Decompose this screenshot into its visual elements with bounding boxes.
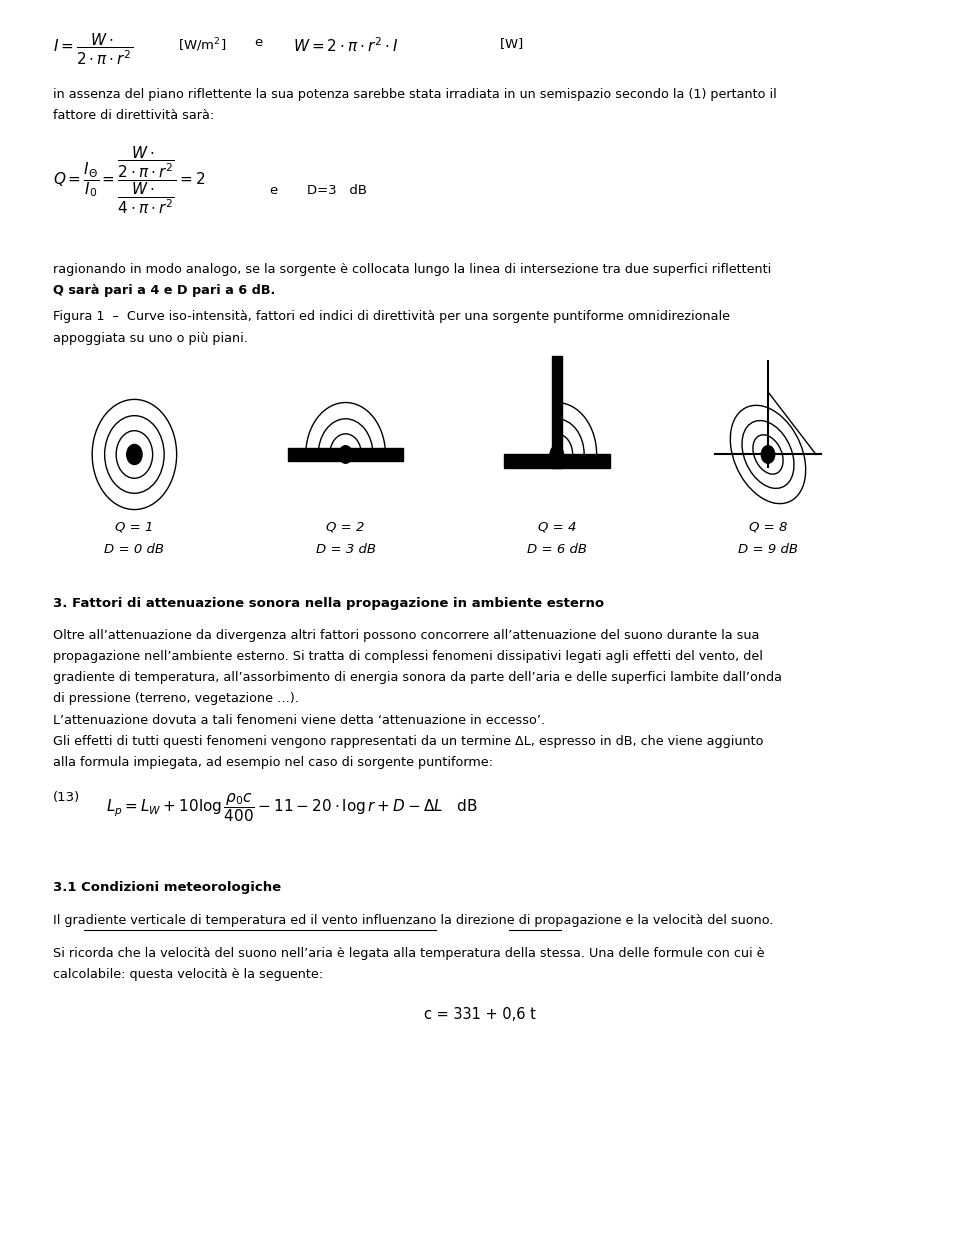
Text: (13): (13) xyxy=(53,791,80,804)
Text: Q sarà pari a 4 e D pari a 6 dB.: Q sarà pari a 4 e D pari a 6 dB. xyxy=(53,284,276,297)
Circle shape xyxy=(339,446,352,463)
Text: fattore di direttività sarà:: fattore di direttività sarà: xyxy=(53,109,214,121)
Text: gradiente di temperatura, all’assorbimento di energia sonora da parte dell’aria : gradiente di temperatura, all’assorbimen… xyxy=(53,671,781,684)
Text: D = 6 dB: D = 6 dB xyxy=(527,543,587,556)
Bar xyxy=(551,356,563,468)
Text: $I = \dfrac{W \cdot}{2 \cdot \pi \cdot r^2}$: $I = \dfrac{W \cdot}{2 \cdot \pi \cdot r… xyxy=(53,31,132,66)
Text: Si ricorda che la velocità del suono nell’aria è legata alla temperatura della s: Si ricorda che la velocità del suono nel… xyxy=(53,947,764,959)
Bar xyxy=(504,454,610,468)
Text: Figura 1  –  Curve iso-intensità, fattori ed indici di direttività per una sorge: Figura 1 – Curve iso-intensità, fattori … xyxy=(53,310,730,323)
Text: $W = 2 \cdot \pi \cdot r^2 \cdot I$: $W = 2 \cdot \pi \cdot r^2 \cdot I$ xyxy=(293,36,398,55)
Text: di pressione (terreno, vegetazione …).: di pressione (terreno, vegetazione …). xyxy=(53,692,299,705)
Text: $\mathregular{[W]}$: $\mathregular{[W]}$ xyxy=(499,36,523,51)
Text: Q = 4: Q = 4 xyxy=(538,521,576,533)
Text: 3. Fattori di attenuazione sonora nella propagazione in ambiente esterno: 3. Fattori di attenuazione sonora nella … xyxy=(53,597,604,610)
Text: calcolabile: questa velocità è la seguente:: calcolabile: questa velocità è la seguen… xyxy=(53,968,323,980)
Text: D=3   dB: D=3 dB xyxy=(307,184,367,197)
Text: propagazione nell’ambiente esterno. Si tratta di complessi fenomeni dissipativi : propagazione nell’ambiente esterno. Si t… xyxy=(53,650,762,662)
Text: appoggiata su uno o più piani.: appoggiata su uno o più piani. xyxy=(53,332,248,344)
Circle shape xyxy=(761,446,775,463)
Text: $Q = \dfrac{I_\Theta}{I_0} = \dfrac{\dfrac{W \cdot}{2 \cdot \pi \cdot r^2}}{\dfr: $Q = \dfrac{I_\Theta}{I_0} = \dfrac{\dfr… xyxy=(53,144,205,215)
Text: 3.1 Condizioni meteorologiche: 3.1 Condizioni meteorologiche xyxy=(53,881,281,894)
Text: e: e xyxy=(269,184,277,197)
Text: D = 3 dB: D = 3 dB xyxy=(316,543,375,556)
Text: Oltre all’attenuazione da divergenza altri fattori possono concorrere all’attenu: Oltre all’attenuazione da divergenza alt… xyxy=(53,629,759,641)
Text: alla formula impiegata, ad esempio nel caso di sorgente puntiforme:: alla formula impiegata, ad esempio nel c… xyxy=(53,756,492,769)
Text: ragionando in modo analogo, se la sorgente è collocata lungo la linea di interse: ragionando in modo analogo, se la sorgen… xyxy=(53,263,771,275)
Bar xyxy=(288,447,403,462)
Circle shape xyxy=(550,446,564,463)
Text: Il gradiente verticale di temperatura ed il vento influenzano la direzione di pr: Il gradiente verticale di temperatura ed… xyxy=(53,914,774,926)
Text: D = 9 dB: D = 9 dB xyxy=(738,543,798,556)
Text: D = 0 dB: D = 0 dB xyxy=(105,543,164,556)
Text: Q = 8: Q = 8 xyxy=(749,521,787,533)
Text: e: e xyxy=(254,36,263,49)
Text: Gli effetti di tutti questi fenomeni vengono rappresentati da un termine ΔL, esp: Gli effetti di tutti questi fenomeni ven… xyxy=(53,735,763,747)
Text: $\mathregular{[W/m^2]}$: $\mathregular{[W/m^2]}$ xyxy=(178,36,226,54)
Text: $L_p = L_W + 10\log\dfrac{\rho_0 c}{400} - 11 - 20 \cdot \log r + D - \Delta L \: $L_p = L_W + 10\log\dfrac{\rho_0 c}{400}… xyxy=(106,791,477,824)
Text: Q = 2: Q = 2 xyxy=(326,521,365,533)
Text: L’attenuazione dovuta a tali fenomeni viene detta ‘attenuazione in eccesso’.: L’attenuazione dovuta a tali fenomeni vi… xyxy=(53,714,545,726)
Circle shape xyxy=(127,444,142,464)
Text: in assenza del piano riflettente la sua potenza sarebbe stata irradiata in un se: in assenza del piano riflettente la sua … xyxy=(53,88,777,100)
Text: Q = 1: Q = 1 xyxy=(115,521,154,533)
Text: c = 331 + 0,6 t: c = 331 + 0,6 t xyxy=(424,1007,536,1022)
